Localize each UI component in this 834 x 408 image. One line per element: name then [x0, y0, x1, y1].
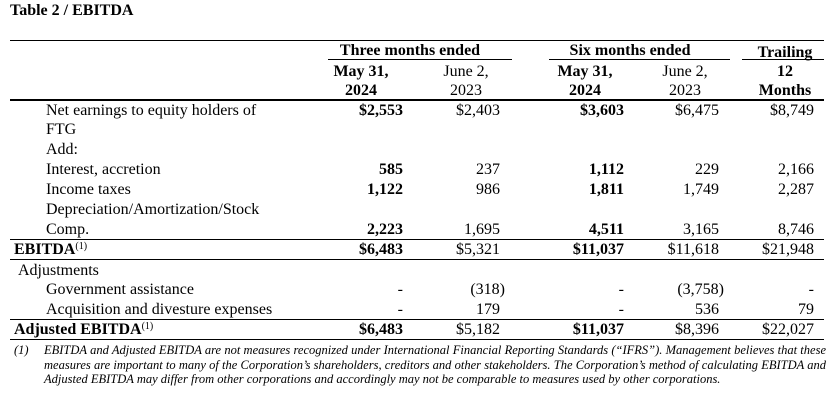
cell-gov-assist-s2024: - — [618, 281, 624, 298]
cell-ebitda-ttm: $21,948 — [762, 241, 814, 258]
cell-interest-ttm: 2,166 — [778, 161, 814, 178]
cell-depreciation-ttm: 8,746 — [778, 221, 814, 238]
row-label-net-earnings-l2: FTG — [46, 121, 77, 138]
header-q2024-l2: 2024 — [345, 82, 377, 99]
row-label-adjustments: Adjustments — [18, 262, 99, 279]
cell-acquisition-q2023: 179 — [476, 301, 500, 318]
cell-ebitda-s2023: $11,618 — [667, 241, 719, 258]
ebitda-footnote-ref: (1) — [75, 241, 88, 252]
cell-depreciation-s2023: 3,165 — [683, 221, 719, 238]
cell-interest-s2023: 229 — [695, 161, 719, 178]
row-label-depreciation-l2: Comp. — [46, 221, 90, 238]
header-s2023-l2: 2023 — [669, 82, 701, 99]
row-label-acquisition: Acquisition and divesture expenses — [46, 301, 273, 318]
cell-adj-ebitda-s2024: $11,037 — [572, 321, 624, 338]
row-label-adj-ebitda: Adjusted EBITDA(1) — [14, 320, 153, 339]
header-trailing-l1: Trailing — [757, 44, 813, 61]
row-label-depreciation-l1: Depreciation/Amortization/Stock — [46, 201, 260, 218]
header-six-months: Six months ended — [569, 42, 691, 59]
adj-ebitda-bottom-rule — [10, 339, 824, 340]
cell-net-earnings-ttm: $8,749 — [770, 102, 814, 119]
cell-income-taxes-s2024: 1,811 — [588, 181, 624, 198]
cell-income-taxes-q2024: 1,122 — [367, 181, 403, 198]
cell-ebitda-q2024: $6,483 — [359, 241, 403, 258]
row-label-ebitda: EBITDA(1) — [14, 240, 87, 259]
cell-income-taxes-q2023: 986 — [476, 181, 500, 198]
header-top-rule — [10, 40, 824, 41]
header-trailing-l2: 12 — [777, 63, 793, 80]
header-q2023-l1: June 2, — [443, 63, 489, 80]
cell-ebitda-s2024: $11,037 — [572, 241, 624, 258]
row-label-net-earnings-l1: Net earnings to equity holders of — [46, 102, 257, 119]
cell-depreciation-s2024: 4,511 — [588, 221, 624, 238]
cell-interest-q2024: 585 — [379, 161, 403, 178]
cell-net-earnings-s2024: $3,603 — [580, 102, 624, 119]
cell-gov-assist-s2023: (3,758) — [677, 281, 724, 298]
row-label-interest: Interest, accretion — [46, 161, 161, 178]
ebitda-bottom-rule — [10, 259, 824, 260]
cell-acquisition-q2024: - — [397, 301, 403, 318]
cell-interest-s2024: 1,112 — [588, 161, 624, 178]
footnote-marker: (1) — [14, 343, 29, 357]
cell-acquisition-s2023: 536 — [695, 301, 719, 318]
cell-gov-assist-ttm: - — [808, 281, 814, 298]
footnote: (1) EBITDA and Adjusted EBITDA are not m… — [14, 343, 826, 387]
header-trailing-l3: Months — [758, 82, 812, 99]
footnote-text: EBITDA and Adjusted EBITDA are not measu… — [44, 343, 826, 386]
cell-net-earnings-q2023: $2,403 — [456, 102, 500, 119]
cell-ebitda-q2023: $5,321 — [456, 241, 500, 258]
header-q2023-l2: 2023 — [450, 82, 482, 99]
adj-ebitda-top-rule — [10, 319, 824, 320]
cell-interest-q2023: 237 — [476, 161, 500, 178]
row-label-gov-assist: Government assistance — [46, 281, 194, 298]
row-label-income-taxes: Income taxes — [46, 181, 131, 198]
header-three-months: Three months ended — [339, 42, 481, 59]
cell-adj-ebitda-s2023: $8,396 — [675, 321, 719, 338]
cell-net-earnings-s2023: $6,475 — [675, 102, 719, 119]
cell-acquisition-s2024: - — [618, 301, 624, 318]
table-title: Table 2 / EBITDA — [10, 2, 134, 19]
cell-acquisition-ttm: 79 — [798, 301, 814, 318]
adj-ebitda-label-text: Adjusted EBITDA — [14, 321, 142, 338]
cell-income-taxes-ttm: 2,287 — [778, 181, 814, 198]
header-q2024-l1: May 31, — [333, 63, 389, 80]
header-bottom-rule — [10, 99, 824, 101]
header-s2024-l1: May 31, — [557, 63, 613, 80]
ebitda-label-text: EBITDA — [14, 241, 76, 258]
header-s2023-l1: June 2, — [662, 63, 708, 80]
trailing-underline — [742, 59, 824, 60]
six-months-underline — [549, 59, 730, 60]
cell-net-earnings-q2024: $2,553 — [359, 102, 403, 119]
cell-depreciation-q2024: 2,223 — [367, 221, 403, 238]
cell-adj-ebitda-q2024: $6,483 — [359, 321, 403, 338]
adj-ebitda-footnote-ref: (1) — [141, 321, 154, 332]
cell-income-taxes-s2023: 1,749 — [683, 181, 719, 198]
ebitda-top-rule — [10, 239, 824, 240]
cell-gov-assist-q2023: (318) — [470, 281, 505, 298]
header-s2024-l2: 2024 — [569, 82, 601, 99]
three-months-underline — [328, 59, 512, 60]
cell-depreciation-q2023: 1,695 — [464, 221, 500, 238]
row-label-add: Add: — [46, 141, 78, 158]
cell-adj-ebitda-ttm: $22,027 — [762, 321, 814, 338]
cell-gov-assist-q2024: - — [397, 281, 403, 298]
cell-adj-ebitda-q2023: $5,182 — [456, 321, 500, 338]
